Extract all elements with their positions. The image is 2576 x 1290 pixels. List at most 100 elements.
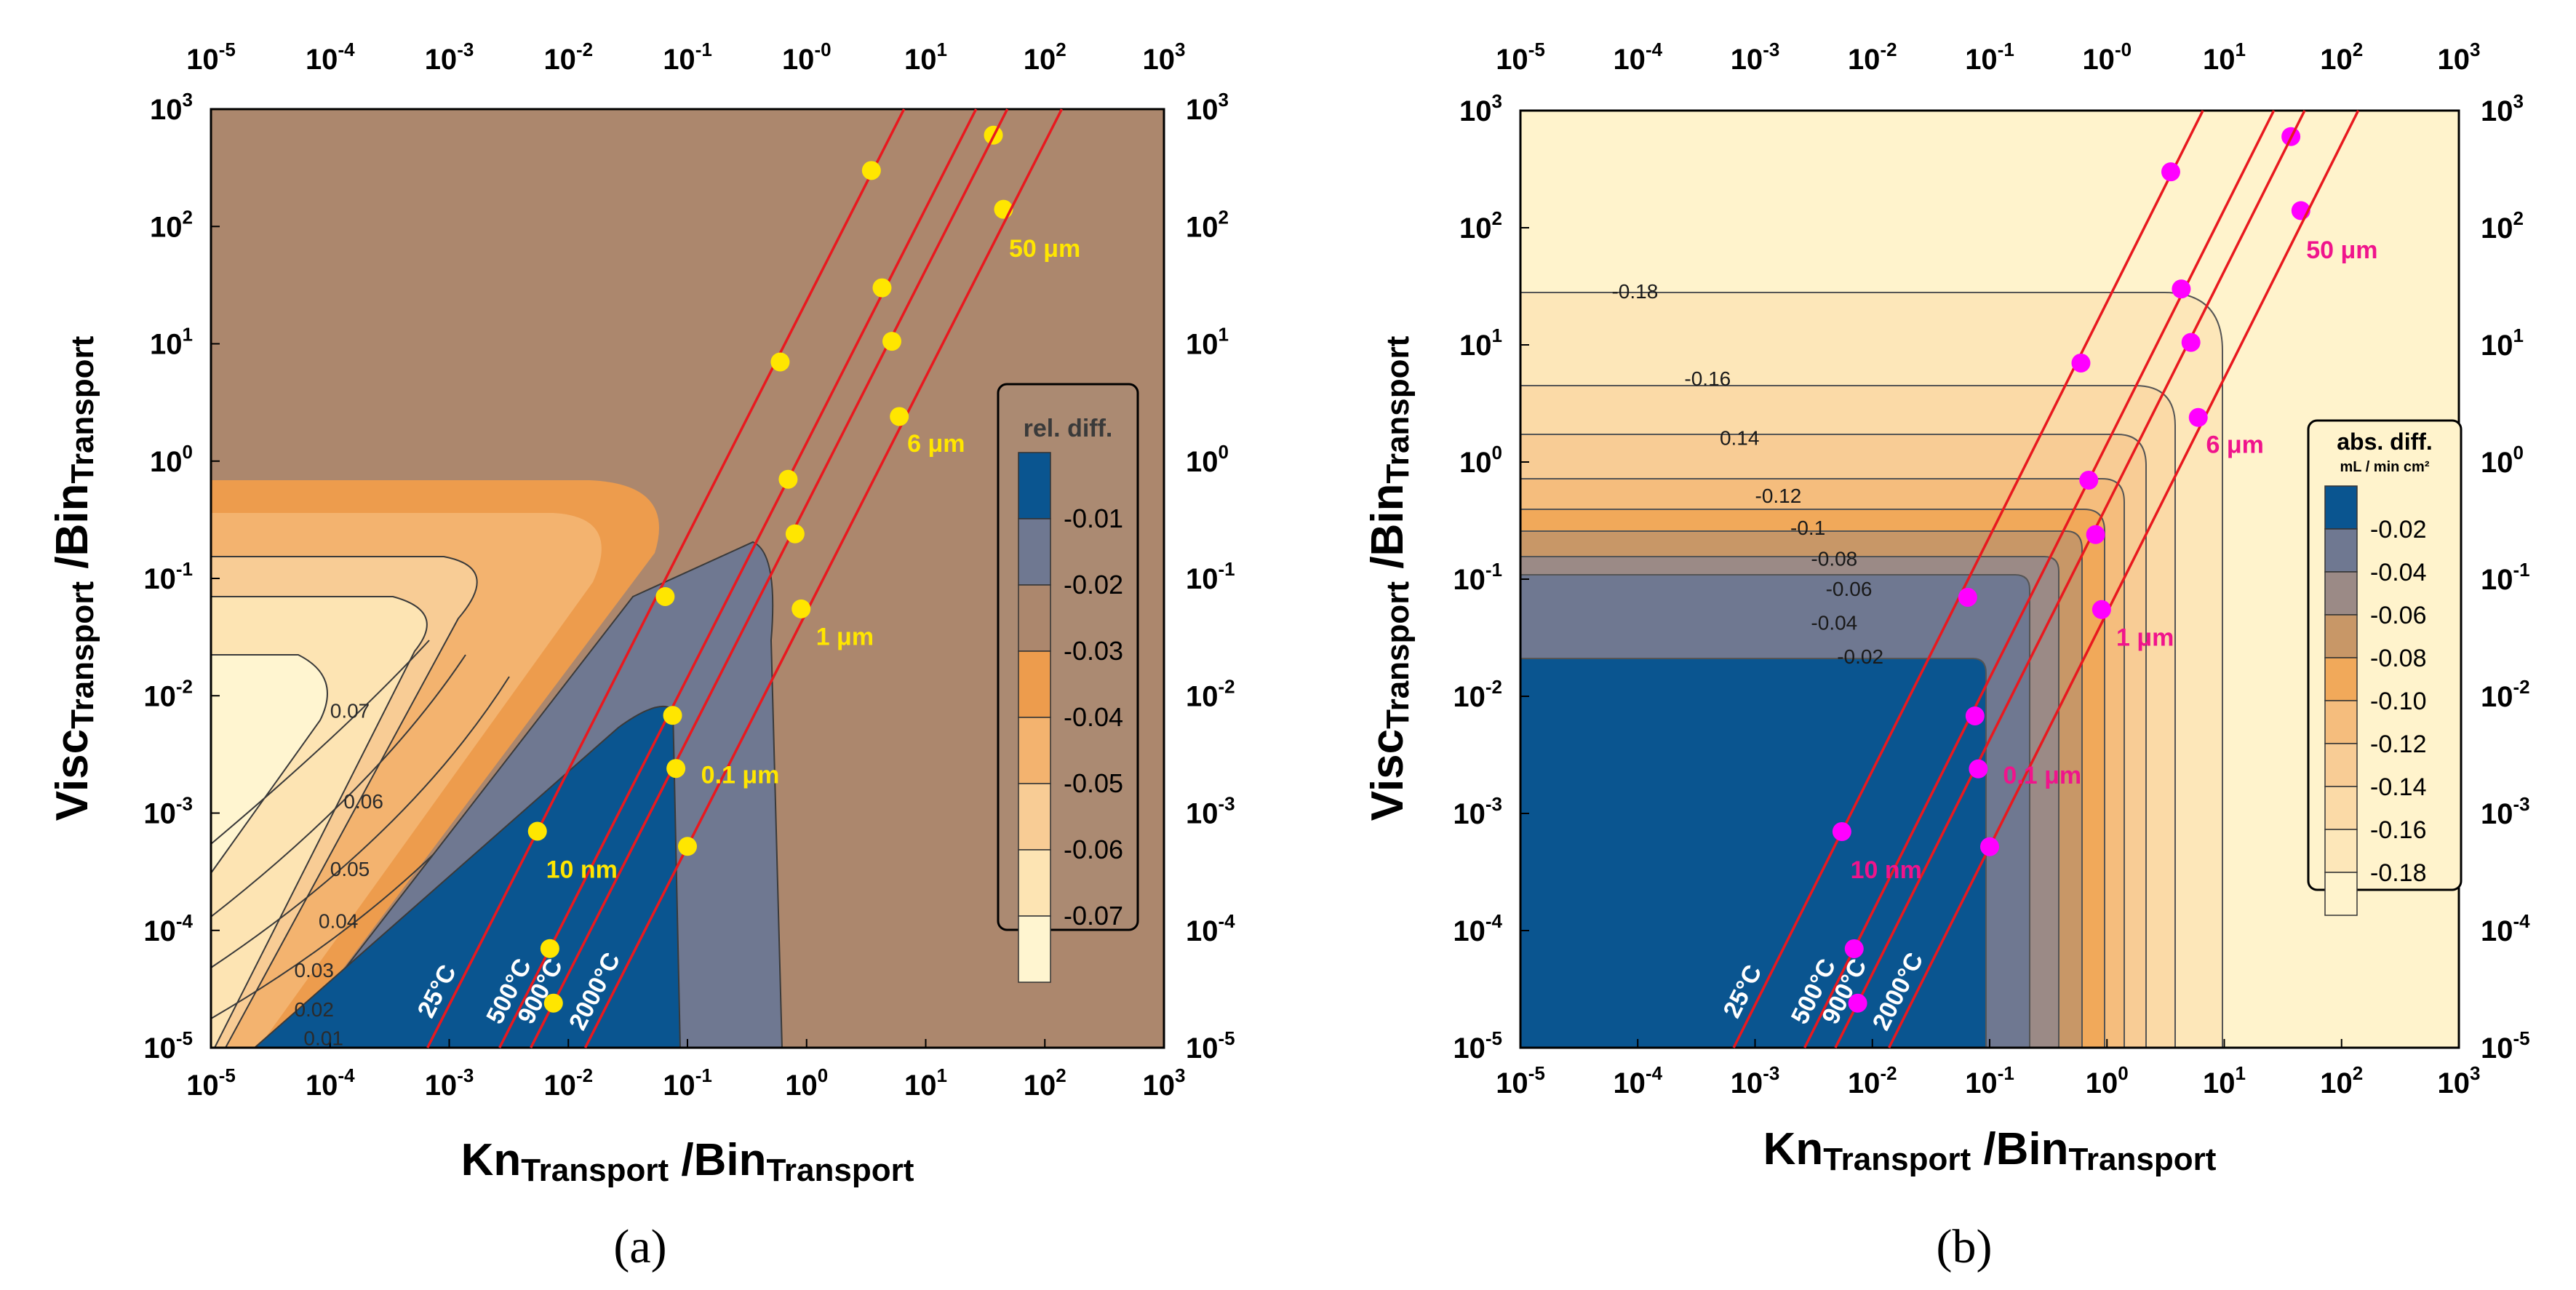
data-point	[1848, 993, 1867, 1013]
size-label: 0.1 μm	[2003, 762, 2081, 789]
y-tick-label: 101	[1459, 325, 1502, 362]
x-tick-label: 102	[2320, 1062, 2363, 1099]
legend-swatch	[2324, 657, 2358, 701]
legend-swatch	[2324, 700, 2358, 744]
x-tick-label: 101	[904, 1064, 947, 1102]
temperature-line	[1834, 110, 2306, 1048]
temperature-line	[426, 108, 906, 1048]
x-top-tick-label: 10-5	[186, 39, 236, 76]
x-top-tick-label: 103	[1143, 39, 1186, 76]
contour-label: 0.05	[330, 858, 370, 880]
x-top-tick-label: 10-1	[1965, 39, 2014, 76]
size-label: 10 nm	[546, 856, 618, 884]
y-tick-label: 103	[1459, 90, 1502, 127]
panel-label: (a)	[613, 1220, 666, 1273]
legend-swatch	[1018, 849, 1051, 917]
x-top-tick-label: 10-2	[543, 39, 593, 76]
contour-label: -0.16	[1684, 367, 1731, 390]
data-point	[2181, 333, 2201, 352]
data-point	[785, 524, 805, 544]
y-right-tick-label: 10-3	[2481, 793, 2530, 830]
y-tick-label: 10-4	[143, 910, 193, 947]
legend-swatch	[1018, 452, 1051, 519]
y-right-tick-label: 10-2	[2481, 676, 2530, 713]
legend-level-label: -0.16	[2370, 816, 2427, 844]
y-tick-label: 100	[150, 441, 193, 478]
legend: rel. diff. -0.01 -0.02 -0.03 -0.04 -0.05 -0.0…	[997, 383, 1139, 983]
contour-labels: -0.18 -0.16 0.14 -0.12 -0.1 -0.08 -0.06 -0.04 -0…	[1611, 280, 1883, 668]
x-tick-label: 102	[1024, 1064, 1066, 1102]
data-point	[1969, 759, 1988, 779]
y-tick-label: 10-5	[1453, 1027, 1502, 1064]
x-tick-label: 10-4	[1613, 1062, 1662, 1099]
y-tick-label: 10-3	[1453, 793, 1502, 830]
y-tick-label: 10-1	[1453, 559, 1502, 596]
y-axis-label: ViscTransport /BinTransport	[1363, 335, 1416, 821]
x-tick-label: 10-5	[186, 1064, 236, 1102]
data-point	[778, 469, 798, 489]
size-label: 10 nm	[1851, 856, 1922, 884]
x-tick-label: 100	[785, 1064, 828, 1102]
x-top-tick-label: 101	[904, 39, 947, 76]
x-tick-label: 10-1	[1965, 1062, 2014, 1099]
y-right-tick-label: 10-5	[2481, 1027, 2530, 1064]
x-top-tick-label: 10-1	[663, 39, 712, 76]
x-top-tick-label: 103	[2438, 39, 2481, 76]
panel-a: 10-510-510-5 10-510-410-410-4 10-410-310-3…	[47, 39, 1235, 1273]
x-tick-label: 103	[2438, 1062, 2481, 1099]
data-point	[2172, 279, 2191, 299]
x-top-tick-label: 10-3	[1731, 39, 1780, 76]
temperature-line	[530, 108, 1009, 1048]
y-tick-label: 10-1	[143, 558, 193, 595]
temperature-line	[498, 108, 978, 1048]
contour-label: 0.01	[303, 1027, 343, 1050]
legend-swatch	[2324, 528, 2358, 573]
x-top-tick-label: 10-0	[782, 39, 832, 76]
y-axis-label: ViscTransport /BinTransport	[47, 335, 100, 821]
y-right-tick-label: 10-2	[1186, 675, 1235, 712]
x-top-tick-label: 10-2	[1848, 39, 1897, 76]
legend-level-label: -0.18	[2370, 859, 2427, 887]
data-point	[1832, 821, 1851, 841]
legend-title: abs. diff.	[2337, 429, 2433, 455]
legend-level-label: -0.07	[1064, 901, 1123, 931]
x-tick-label: 10-1	[663, 1064, 712, 1102]
data-point	[2086, 525, 2105, 544]
y-right-tick-label: 10-1	[1186, 558, 1235, 595]
contour-label: 0.02	[294, 998, 334, 1021]
temperature-line	[1732, 110, 2204, 1048]
legend-swatch	[2324, 743, 2358, 787]
x-top-tick-label: 10-4	[1613, 39, 1662, 76]
legend-level-label: -0.04	[2370, 559, 2427, 586]
legend-level-label: -0.14	[2370, 773, 2427, 801]
data-point	[1958, 587, 1977, 607]
size-label: 6 μm	[2206, 431, 2264, 458]
legend-swatch	[1018, 650, 1051, 718]
legend-swatch	[2324, 571, 2358, 616]
data-point	[2071, 353, 2091, 373]
size-label: 6 μm	[907, 430, 965, 458]
x-top-tick-label: 10-0	[2082, 39, 2132, 76]
x-tick-label: 10-2	[543, 1064, 593, 1102]
legend-level-label: -0.01	[1064, 503, 1123, 533]
legend-swatch	[1018, 518, 1051, 586]
data-point	[770, 352, 790, 372]
data-point	[872, 278, 892, 298]
size-label: 0.1 μm	[701, 761, 780, 789]
legend-level-label: -0.02	[1064, 570, 1123, 600]
x-tick-label: 10-3	[1731, 1062, 1780, 1099]
size-label: 50 μm	[2306, 236, 2377, 264]
legend-level-label: -0.12	[2370, 730, 2427, 758]
legend: abs. diff. mL / min cm² -0.02 -0.04 -0.06 -…	[2307, 419, 2463, 916]
legend-subtitle: mL / min cm²	[2340, 459, 2430, 475]
legend-level-label: -0.10	[2370, 688, 2427, 715]
legend-level-label: -0.04	[1064, 702, 1123, 732]
legend-level-label: -0.06	[1064, 835, 1123, 864]
x-tick-label: 10-4	[306, 1064, 355, 1102]
data-point	[2091, 600, 2111, 619]
legend-swatch	[2324, 485, 2358, 530]
legend-swatch	[1018, 717, 1051, 784]
y-tick-label: 103	[150, 89, 193, 126]
data-point	[543, 993, 563, 1013]
